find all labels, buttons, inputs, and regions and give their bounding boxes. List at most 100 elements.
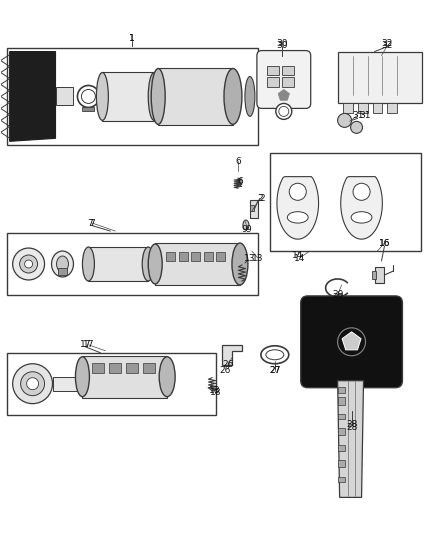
Text: 6: 6 — [235, 157, 241, 166]
Polygon shape — [10, 52, 56, 141]
Bar — [267, 77, 279, 87]
Ellipse shape — [287, 212, 308, 223]
Text: 1: 1 — [129, 34, 135, 43]
Bar — [179, 252, 187, 261]
Polygon shape — [341, 176, 382, 239]
Circle shape — [78, 85, 99, 108]
Bar — [357, 103, 367, 114]
Bar — [250, 200, 258, 218]
Text: 14: 14 — [292, 251, 304, 260]
Polygon shape — [277, 176, 318, 239]
Bar — [282, 77, 294, 87]
Circle shape — [21, 372, 45, 395]
Bar — [270, 154, 421, 251]
Text: 31: 31 — [352, 111, 363, 120]
Circle shape — [279, 107, 289, 116]
Bar — [158, 68, 233, 125]
Ellipse shape — [52, 251, 74, 277]
Bar — [110, 363, 121, 373]
Text: 16: 16 — [379, 239, 390, 247]
Ellipse shape — [224, 69, 242, 124]
Bar — [388, 103, 397, 114]
Text: 29: 29 — [332, 294, 343, 302]
Ellipse shape — [261, 346, 289, 364]
Text: 27: 27 — [269, 366, 280, 375]
Circle shape — [289, 183, 306, 200]
Ellipse shape — [82, 247, 95, 281]
Bar — [82, 108, 95, 111]
Text: 29: 29 — [332, 290, 343, 300]
Circle shape — [13, 364, 53, 403]
Text: 32: 32 — [382, 41, 393, 50]
Text: 1: 1 — [129, 34, 135, 43]
Ellipse shape — [159, 357, 175, 397]
Bar — [338, 445, 345, 450]
Text: 9: 9 — [241, 224, 247, 233]
Bar — [250, 205, 254, 211]
Text: 13: 13 — [244, 254, 256, 263]
Bar — [88, 247, 148, 281]
Circle shape — [25, 260, 32, 268]
Ellipse shape — [142, 247, 154, 281]
FancyBboxPatch shape — [257, 51, 311, 108]
Text: 16: 16 — [379, 239, 390, 247]
Text: 18: 18 — [210, 388, 222, 397]
Text: 32: 32 — [382, 39, 393, 48]
Bar — [374, 267, 385, 283]
Polygon shape — [222, 345, 242, 365]
Circle shape — [13, 248, 45, 280]
Circle shape — [353, 183, 370, 200]
Bar — [57, 268, 67, 275]
Text: 31: 31 — [359, 111, 370, 120]
Text: 30: 30 — [276, 39, 288, 48]
Bar — [216, 252, 225, 261]
Ellipse shape — [351, 212, 372, 223]
Text: 2: 2 — [259, 193, 265, 203]
Bar — [371, 271, 377, 279]
Bar — [7, 353, 216, 415]
Circle shape — [338, 114, 352, 127]
Text: 7: 7 — [89, 219, 95, 228]
Bar — [338, 386, 345, 393]
Bar — [338, 427, 345, 434]
Polygon shape — [278, 90, 290, 100]
Text: 7: 7 — [88, 219, 93, 228]
Circle shape — [276, 103, 292, 119]
Text: 26: 26 — [222, 360, 233, 369]
Text: 14: 14 — [294, 254, 305, 263]
Bar — [7, 47, 258, 146]
Text: 13: 13 — [252, 254, 264, 263]
Bar — [372, 103, 382, 114]
Text: 18: 18 — [209, 386, 221, 395]
Ellipse shape — [243, 220, 249, 230]
Bar — [56, 87, 74, 106]
Text: 30: 30 — [276, 41, 288, 50]
Text: 2: 2 — [257, 193, 263, 203]
Circle shape — [20, 255, 38, 273]
Bar — [155, 243, 240, 285]
Bar — [7, 233, 258, 295]
FancyBboxPatch shape — [301, 296, 403, 387]
Ellipse shape — [245, 77, 255, 116]
Bar — [267, 66, 279, 76]
Ellipse shape — [75, 357, 89, 397]
Text: 17: 17 — [83, 340, 94, 349]
Text: 27: 27 — [269, 366, 280, 375]
Bar — [282, 66, 294, 76]
Ellipse shape — [148, 72, 160, 120]
Bar — [338, 414, 345, 418]
Polygon shape — [338, 381, 364, 497]
Ellipse shape — [57, 256, 68, 272]
Text: 28: 28 — [346, 420, 357, 429]
Bar — [102, 71, 154, 122]
Bar — [338, 397, 345, 405]
Text: 17: 17 — [80, 340, 91, 349]
Bar — [143, 363, 155, 373]
Text: 26: 26 — [219, 366, 231, 375]
Polygon shape — [342, 332, 361, 350]
Bar — [338, 461, 345, 467]
Text: 28: 28 — [346, 423, 357, 432]
Bar — [204, 252, 212, 261]
Ellipse shape — [266, 350, 284, 360]
Bar — [126, 363, 138, 373]
